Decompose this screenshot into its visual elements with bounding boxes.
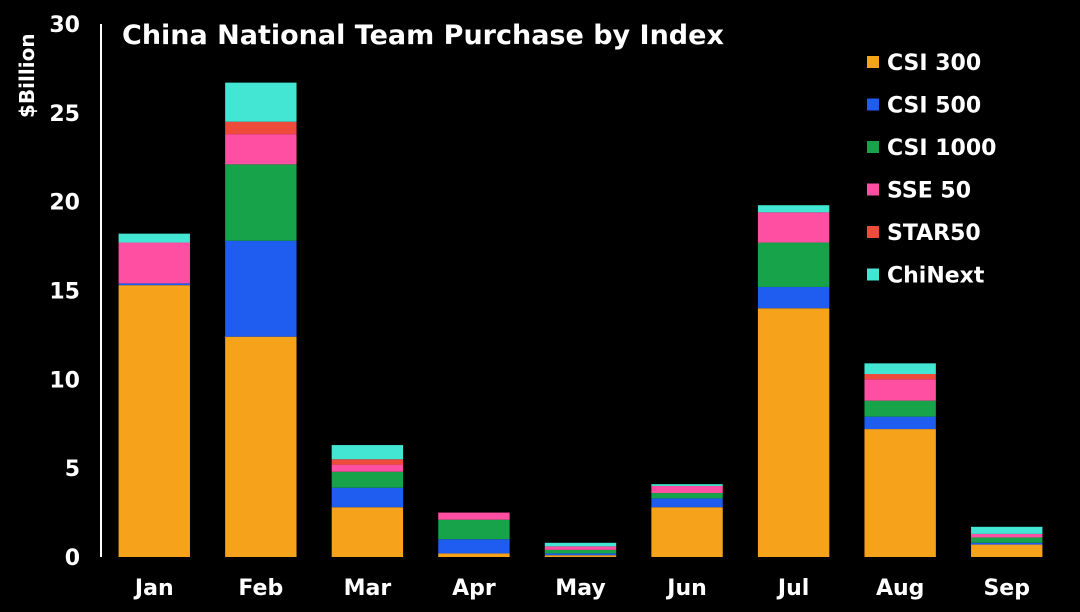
y-axis-label: $Billion <box>15 33 39 118</box>
bar-sep-csi-500 <box>971 542 1043 545</box>
y-tick-label: 10 <box>49 368 80 393</box>
legend-swatch <box>867 98 879 111</box>
x-tick-label: Sep <box>983 576 1030 601</box>
x-tick-label: Aug <box>876 576 924 601</box>
bar-aug-csi-300 <box>864 429 936 557</box>
bar-apr-csi-1000 <box>438 519 510 540</box>
x-tick-label: Apr <box>452 576 496 601</box>
bar-feb-chinext <box>225 82 297 122</box>
bar-jan-chinext <box>118 233 190 243</box>
x-tick-label: Jun <box>665 576 707 601</box>
bar-sep-sse-50 <box>971 533 1043 538</box>
legend-swatch <box>867 56 879 68</box>
bar-jun-csi-1000 <box>651 493 723 499</box>
bar-jan-sse-50 <box>118 242 190 284</box>
bar-mar-chinext <box>331 445 404 460</box>
bar-may-chinext <box>544 542 617 547</box>
bar-jun-csi-500 <box>651 498 723 508</box>
legend-swatch <box>867 141 879 153</box>
legend-swatch <box>867 226 879 238</box>
bar-may-csi-500 <box>544 553 617 556</box>
bar-mar-csi-500 <box>331 487 404 508</box>
x-tick-label: Jul <box>776 576 809 601</box>
y-tick-label: 15 <box>49 280 80 305</box>
x-tick-label: Feb <box>238 576 283 601</box>
bar-aug-csi-500 <box>864 416 936 430</box>
bar-aug-chinext <box>864 363 936 374</box>
bar-sep-chinext <box>971 526 1043 534</box>
bar-may-csi-1000 <box>544 549 617 554</box>
bar-feb-csi-1000 <box>225 164 297 241</box>
bar-jul-sse-50 <box>757 212 830 243</box>
x-tick-label: Jan <box>133 576 174 601</box>
bar-jul-csi-1000 <box>757 242 830 287</box>
legend-label: CSI 1000 <box>887 136 996 161</box>
bar-feb-sse-50 <box>225 134 297 165</box>
bar-jun-csi-300 <box>651 507 723 557</box>
bar-sep-csi-1000 <box>971 537 1043 543</box>
bar-aug-star50 <box>864 374 936 380</box>
bar-may-sse-50 <box>544 546 617 550</box>
bar-jul-chinext <box>757 205 830 213</box>
bar-mar-sse-50 <box>331 464 404 472</box>
y-tick-label: 25 <box>49 102 80 127</box>
legend-label: ChiNext <box>887 264 985 289</box>
bar-may-csi-300 <box>544 555 617 557</box>
bar-apr-sse-50 <box>438 512 510 520</box>
bar-apr-csi-500 <box>438 539 510 554</box>
bar-aug-csi-1000 <box>864 400 936 417</box>
bar-aug-sse-50 <box>864 379 936 401</box>
legend-label: CSI 300 <box>887 51 981 76</box>
bar-mar-csi-1000 <box>331 471 404 488</box>
y-tick-labels: 0 5 10 15 20 25 30 <box>49 13 80 571</box>
x-tick-labels: Jan Feb Mar Apr May Jun Jul Aug Sep <box>133 576 1030 601</box>
legend-label: CSI 500 <box>887 94 981 119</box>
y-tick-label: 5 <box>65 457 80 482</box>
bar-jun-sse-50 <box>651 485 723 494</box>
bars-group <box>118 82 1043 557</box>
legend-label: SSE 50 <box>887 179 971 204</box>
y-tick-label: 20 <box>49 191 80 216</box>
legend-swatch <box>867 183 879 196</box>
bar-jun-chinext <box>651 484 723 486</box>
y-tick-label: 30 <box>49 13 80 38</box>
y-tick-label: 0 <box>65 546 80 571</box>
bar-mar-csi-300 <box>331 507 404 557</box>
bar-feb-csi-500 <box>225 240 297 337</box>
bar-jan-csi-500 <box>118 283 190 286</box>
chart-title: China National Team Purchase by Index <box>122 20 724 51</box>
legend-label: STAR50 <box>887 221 981 246</box>
bar-mar-star50 <box>331 459 404 465</box>
bar-jul-csi-500 <box>757 286 830 309</box>
bar-feb-star50 <box>225 121 297 135</box>
bar-sep-csi-300 <box>971 544 1043 557</box>
bar-feb-csi-300 <box>225 336 297 557</box>
x-tick-label: Mar <box>344 576 392 601</box>
legend-swatch <box>867 268 879 281</box>
legend: CSI 300 CSI 500 CSI 1000 SSE 50 STAR50 ChiNex… <box>867 51 996 289</box>
bar-jul-csi-300 <box>757 308 830 557</box>
bar-apr-csi-300 <box>438 553 510 557</box>
x-tick-label: May <box>555 576 605 601</box>
bar-jan-csi-300 <box>118 285 190 557</box>
